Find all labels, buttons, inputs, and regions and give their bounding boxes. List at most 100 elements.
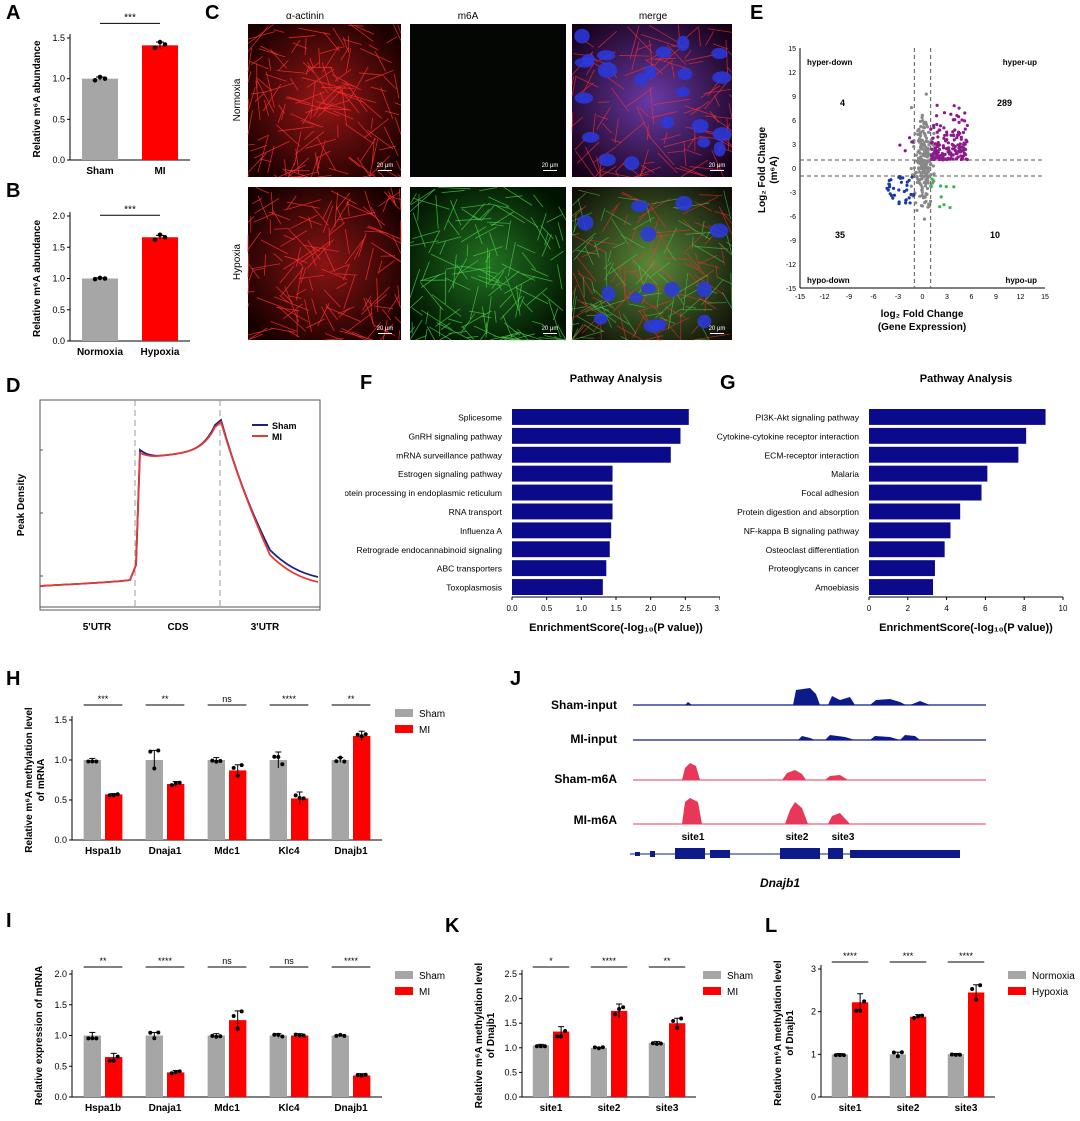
point-hyper-up xyxy=(939,157,944,161)
data-point xyxy=(342,759,347,764)
y-tick-label: -15 xyxy=(786,286,796,293)
data-point xyxy=(107,793,112,798)
data-point xyxy=(675,1025,680,1030)
point-hypo-down xyxy=(891,186,896,190)
point-hyper-up xyxy=(952,104,956,108)
quadrant-count: 4 xyxy=(840,98,845,108)
point-hyper-up xyxy=(933,142,937,146)
point-hyper-up xyxy=(932,125,936,130)
y-axis-label: Relative m⁶A methylation level xyxy=(24,707,35,853)
data-point xyxy=(338,1032,343,1037)
point-hyper-up xyxy=(946,141,950,145)
legend-label: Sham xyxy=(419,709,445,720)
point-unchanged xyxy=(916,133,920,137)
point-unchanged xyxy=(918,170,922,174)
data-point xyxy=(617,1007,622,1012)
panel-c-microscopy: α-actinin m6A merge Normoxia Hypoxia 20 … xyxy=(232,11,733,341)
data-point xyxy=(600,1045,605,1050)
data-point xyxy=(86,759,91,764)
legend-swatch xyxy=(703,971,721,979)
quadrant-label: hyper-down xyxy=(807,58,852,67)
point-hyper-up xyxy=(962,119,967,123)
region-label: 5'UTR xyxy=(83,622,112,633)
legend-label: Sham xyxy=(272,421,297,431)
x-tick-label: 0 xyxy=(921,294,925,301)
row-header-normoxia: Normoxia xyxy=(232,78,243,121)
point-hyper-up xyxy=(943,139,948,143)
y-axis-label: of mRNA xyxy=(36,759,47,802)
point-hyper-up xyxy=(946,149,951,153)
y-axis-label: Relative m⁶A abundance xyxy=(32,40,43,157)
bar-mi xyxy=(291,1035,309,1097)
point-hyper-up xyxy=(937,147,942,152)
significance-label: *** xyxy=(124,12,136,23)
data-point xyxy=(899,1050,904,1055)
point-hyper-up xyxy=(951,130,955,134)
point-hypo-down xyxy=(905,180,909,184)
data-point xyxy=(102,276,108,281)
point-hyper-up xyxy=(941,146,946,150)
point-unchanged xyxy=(924,120,928,124)
panel-f-pathway-chart: Pathway Analysis 0.0 0.5 1.0 1.5 2.0 2.5 3.0 Spl… xyxy=(345,373,720,634)
data-point xyxy=(542,1044,547,1049)
data-point xyxy=(152,45,158,51)
data-point xyxy=(671,1018,676,1023)
pathway-label: Proteoglycans in cancer xyxy=(768,564,859,574)
data-point xyxy=(978,983,983,988)
point-unchanged xyxy=(918,194,922,198)
data-point xyxy=(152,1036,157,1041)
significance-label: **** xyxy=(843,951,858,961)
point-hypo-up xyxy=(952,185,956,189)
data-point xyxy=(214,759,219,764)
x-tick-label: -15 xyxy=(795,294,805,301)
data-point xyxy=(837,1053,842,1058)
row-header-hypoxia: Hypoxia xyxy=(232,244,243,281)
point-hyper-up xyxy=(964,138,968,142)
x-tick-label: site2 xyxy=(598,1103,621,1114)
point-hyper-up xyxy=(959,149,963,153)
point-hyper-up xyxy=(935,114,939,118)
point-unchanged xyxy=(926,140,930,144)
bar xyxy=(82,278,118,341)
point-hypo-down xyxy=(905,188,909,192)
x-tick-label: Dnaja1 xyxy=(149,1103,182,1114)
point-hyper-down xyxy=(898,143,902,147)
bar-mi xyxy=(553,1031,570,1097)
bar-sham xyxy=(532,1045,549,1097)
point-unchanged xyxy=(926,176,930,180)
y-tick-label: 2 xyxy=(811,1007,816,1017)
panel-l-grouped-bar-chart: 0 1 2 3 site1 **** site2 *** site3 **** Normoxia Hy… xyxy=(773,951,1075,1114)
data-point xyxy=(538,1044,543,1049)
y-tick-label: 3 xyxy=(811,964,816,974)
legend-label: Hypoxia xyxy=(1032,987,1069,998)
data-point xyxy=(891,1050,896,1055)
pathway-bar xyxy=(869,409,1046,425)
pathway-label: Estrogen signaling pathway xyxy=(398,469,503,479)
point-hypo-up xyxy=(948,205,952,210)
y-tick-label: -12 xyxy=(786,262,796,269)
legend-label: MI xyxy=(727,987,738,998)
point-hyper-up xyxy=(948,157,953,161)
point-hyper-up xyxy=(930,156,934,160)
image-normoxia-m6a xyxy=(410,24,566,177)
bar-mi xyxy=(229,770,247,840)
point-hyper-up xyxy=(957,115,961,119)
data-point xyxy=(276,754,281,759)
point-hypo-down xyxy=(912,193,916,197)
data-point xyxy=(920,1013,925,1018)
point-hypo-down xyxy=(910,175,914,179)
data-point xyxy=(92,276,98,282)
legend-swatch xyxy=(703,987,721,995)
col-header-m6a: m6A xyxy=(458,11,479,22)
track-mi-input-signal xyxy=(798,735,920,740)
point-unchanged xyxy=(909,166,913,171)
point-unchanged xyxy=(932,131,936,136)
y-tick-label: 0.0 xyxy=(52,155,65,165)
data-point xyxy=(210,1033,215,1038)
point-hyper-up xyxy=(957,120,961,124)
point-hyper-up xyxy=(931,152,935,156)
track-label-sham-input: Sham-input xyxy=(551,698,617,712)
data-point xyxy=(210,758,215,763)
site2-label: site2 xyxy=(786,832,809,843)
point-hyper-up xyxy=(953,148,957,153)
